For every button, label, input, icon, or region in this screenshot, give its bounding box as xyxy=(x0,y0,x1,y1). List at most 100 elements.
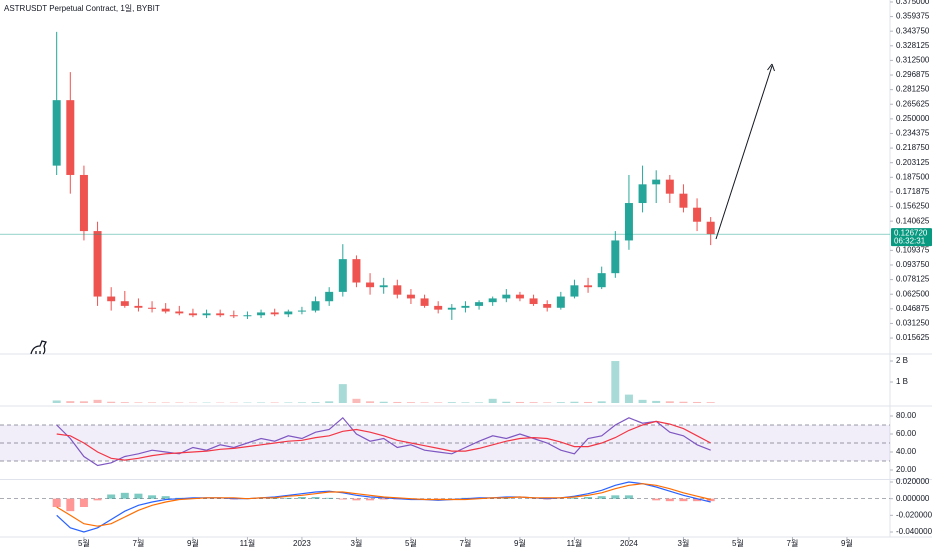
candle-body xyxy=(611,240,620,274)
candle-body xyxy=(406,294,415,299)
volume-bar xyxy=(107,401,116,403)
logo xyxy=(30,340,47,355)
y-tick-label: 0.328125 xyxy=(896,41,930,50)
y-tick-label: 40.00 xyxy=(896,447,917,456)
candle-body xyxy=(79,174,88,232)
y-tick-label: 2 B xyxy=(896,356,908,365)
histogram-bar xyxy=(93,498,102,501)
candle-body xyxy=(379,285,388,288)
x-tick-label: 5월 xyxy=(78,538,90,548)
y-tick-label: 0.296875 xyxy=(896,70,930,79)
volume-bar xyxy=(297,402,306,403)
y-tick-label: 20.00 xyxy=(896,465,917,474)
histogram-bar xyxy=(284,497,293,499)
y-tick-label: 0.281250 xyxy=(896,85,930,94)
y-tick-label: 0.343750 xyxy=(896,26,930,35)
volume-bar xyxy=(79,401,88,403)
x-tick-label: 9월 xyxy=(514,538,526,548)
candle-body xyxy=(134,305,143,308)
volume-bar xyxy=(434,402,443,403)
histogram-bar xyxy=(148,495,157,499)
candle-body xyxy=(665,179,674,194)
volume-bar xyxy=(529,402,538,403)
candle-body xyxy=(624,203,633,241)
y-tick-label: 60.00 xyxy=(896,429,917,438)
volume-bar xyxy=(120,402,129,403)
histogram-bar xyxy=(379,498,388,500)
volume-bar xyxy=(175,402,184,403)
histogram-bar xyxy=(338,498,347,500)
y-tick-label: -0.020000 xyxy=(896,510,932,519)
histogram-bar xyxy=(706,498,715,502)
volume-bar xyxy=(420,402,429,403)
histogram-bar xyxy=(161,496,170,499)
candle-body xyxy=(311,301,320,311)
volume-bar xyxy=(706,402,715,403)
y-tick-label: 0.171875 xyxy=(896,187,930,196)
y-tick-label: 0.250000 xyxy=(896,114,930,123)
histogram-bar xyxy=(297,497,306,499)
y-tick-label: -0.040000 xyxy=(896,527,932,536)
y-tick-label: 0.020000 xyxy=(896,477,930,486)
candle-body xyxy=(202,313,211,316)
volume-bar xyxy=(543,402,552,403)
candle-body xyxy=(148,307,157,309)
histogram-bar xyxy=(570,497,579,499)
histogram-bar xyxy=(584,497,593,499)
candle-body xyxy=(270,312,279,315)
volume-bar xyxy=(638,399,647,403)
volume-bar xyxy=(52,400,61,403)
volume-bar xyxy=(679,401,688,403)
volume-bar xyxy=(447,402,456,403)
volume-bar xyxy=(556,402,565,403)
histogram-bar xyxy=(352,498,361,501)
y-tick-label: 0.093750 xyxy=(896,260,930,269)
volume-bar xyxy=(461,402,470,403)
volume-bar xyxy=(515,401,524,403)
x-tick-label: 7월 xyxy=(133,538,145,548)
candle-body xyxy=(325,291,334,302)
y-tick-label: 0.375000 xyxy=(896,0,930,6)
candle-body xyxy=(284,311,293,315)
series-line xyxy=(56,420,711,461)
histogram-bar xyxy=(624,495,633,499)
chart-title: ASTRUSDT Perpetual Contract, 1일, BYBIT xyxy=(4,4,160,13)
candle-body xyxy=(66,100,75,175)
candle-body xyxy=(584,285,593,288)
volume-bar xyxy=(66,401,75,403)
price-label: 0.126720 xyxy=(894,228,928,237)
histogram-bar xyxy=(66,498,75,512)
y-tick-label: 0.359375 xyxy=(896,12,930,21)
volume-bar xyxy=(406,402,415,403)
volume-bar xyxy=(148,402,157,403)
candle-body xyxy=(107,296,116,302)
x-tick-label: 2023 xyxy=(293,539,311,548)
histogram-bar xyxy=(366,498,375,501)
histogram-bar xyxy=(597,496,606,499)
y-tick-label: 0.187500 xyxy=(896,172,930,181)
volume-bar xyxy=(475,402,484,403)
volume-bar xyxy=(393,401,402,403)
y-tick-label: 0.312500 xyxy=(896,56,930,65)
candle-body xyxy=(638,184,647,204)
volume-bar xyxy=(665,401,674,403)
candle-body xyxy=(420,298,429,306)
candle-body xyxy=(243,315,252,317)
candle-body xyxy=(543,304,552,308)
volume-bar xyxy=(284,402,293,403)
y-tick-label: 0.000000 xyxy=(896,494,930,503)
histogram-bar xyxy=(107,494,116,499)
histogram-bar xyxy=(120,492,129,499)
y-tick-label: 0.218750 xyxy=(896,143,930,152)
y-tick-label: 0.109375 xyxy=(896,245,930,254)
price-countdown: 06:32:31 xyxy=(894,236,926,245)
histogram-bar xyxy=(325,497,334,499)
x-tick-label: 5월 xyxy=(405,538,417,548)
histogram-bar xyxy=(52,498,61,507)
y-tick-label: 0.015625 xyxy=(896,333,930,342)
candle-body xyxy=(229,315,238,317)
candle-body xyxy=(570,285,579,297)
x-tick-label: 7월 xyxy=(460,538,472,548)
volume-bar xyxy=(311,402,320,403)
